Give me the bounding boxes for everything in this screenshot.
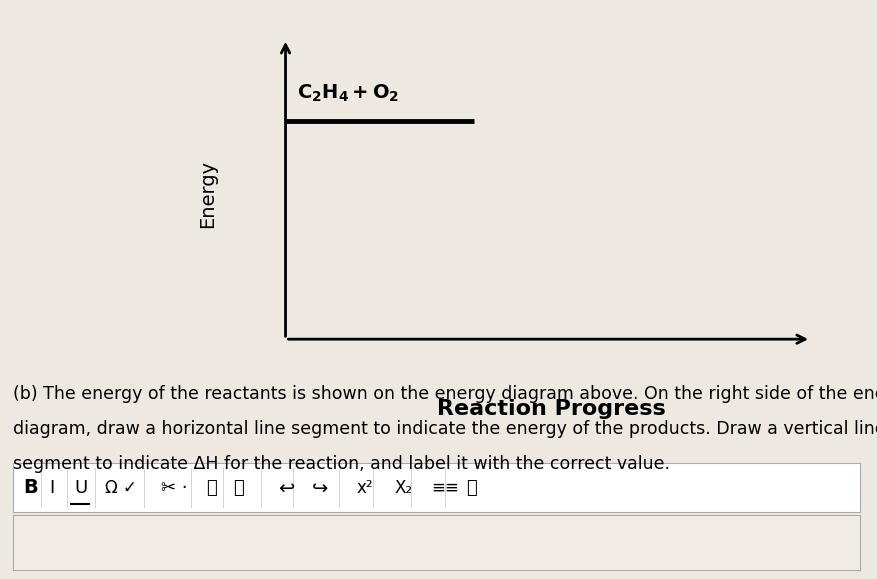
Text: 📋: 📋 (206, 479, 217, 497)
Text: ↪: ↪ (312, 478, 328, 497)
Text: segment to indicate ΔH for the reaction, and label it with the correct value.: segment to indicate ΔH for the reaction,… (13, 455, 669, 472)
Text: Energy: Energy (198, 160, 217, 228)
Text: $\mathbf{C_2H_4 + O_2}$: $\mathbf{C_2H_4 + O_2}$ (296, 82, 398, 104)
Text: x²: x² (356, 479, 373, 497)
Text: ✂ ·: ✂ · (161, 479, 188, 497)
Text: diagram, draw a horizontal line segment to indicate the energy of the products. : diagram, draw a horizontal line segment … (13, 420, 877, 438)
Text: B: B (24, 478, 38, 497)
Text: Reaction Progress: Reaction Progress (436, 398, 665, 419)
Text: (b) The energy of the reactants is shown on the energy diagram above. On the rig: (b) The energy of the reactants is shown… (13, 385, 877, 403)
Text: X₂: X₂ (394, 479, 412, 497)
Text: 🖼: 🖼 (466, 479, 477, 497)
Text: I: I (49, 479, 54, 497)
Text: Ω ✓: Ω ✓ (104, 479, 137, 497)
Text: U: U (74, 479, 88, 497)
Text: ↩: ↩ (278, 478, 295, 497)
Text: 📋: 📋 (233, 479, 244, 497)
Text: ≡≡: ≡≡ (431, 479, 459, 497)
